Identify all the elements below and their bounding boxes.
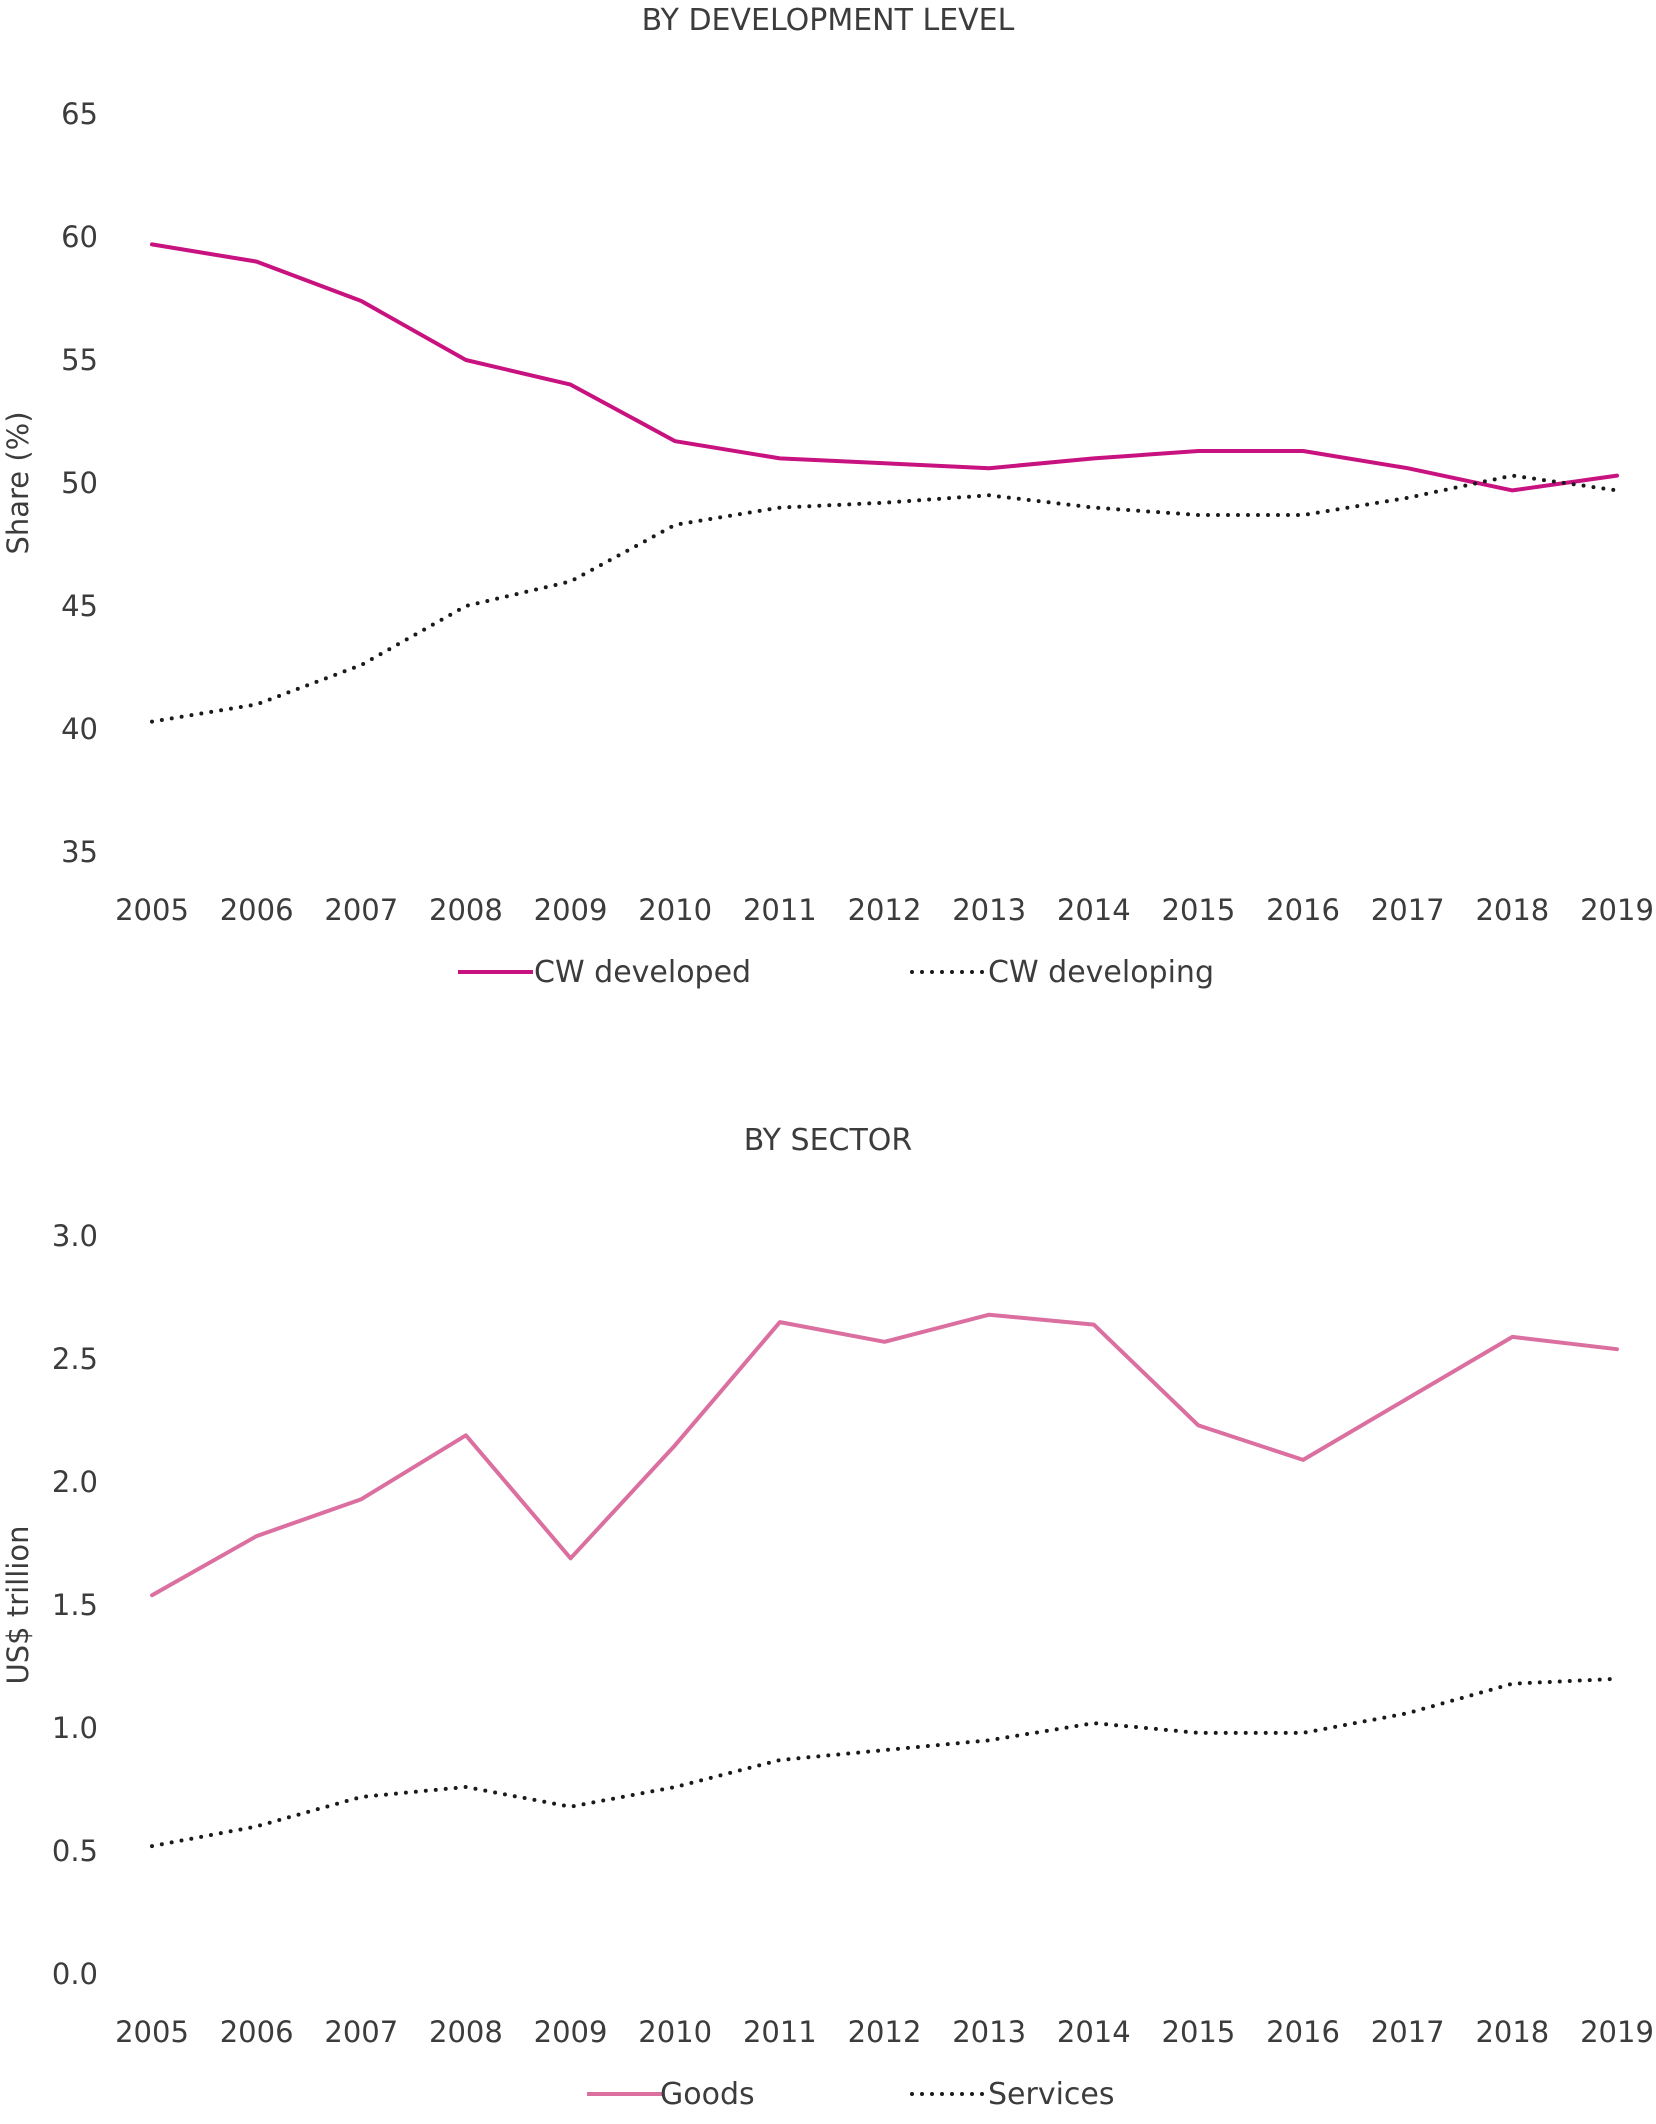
- y-tick-label: 45: [61, 589, 98, 623]
- x-tick-label: 2017: [1371, 2015, 1445, 2049]
- x-tick-label: 2012: [848, 2015, 922, 2049]
- x-tick-label: 2018: [1475, 893, 1549, 927]
- chart-panel-0: BY DEVELOPMENT LEVEL Share (%) 65 60 55 50 45 4…: [1, 3, 1654, 990]
- chart-panel-1: BY SECTOR US$ trillion 3.0 2.5 2.0 1.5 1.0 0.5 0…: [1, 1123, 1654, 2112]
- series-line-primary: [150, 1312, 1619, 1598]
- x-tick-label: 2017: [1371, 893, 1445, 927]
- y-tick-label: 65: [61, 97, 98, 131]
- x-tick-label: 2011: [743, 2015, 817, 2049]
- y-tick-label: 2.5: [52, 1342, 98, 1376]
- x-tick-label: 2008: [429, 893, 503, 927]
- y-tick-label: 3.0: [52, 1219, 98, 1253]
- x-tick-label: 2009: [534, 893, 608, 927]
- x-tick-label: 2019: [1580, 893, 1654, 927]
- y-tick-label: 2.0: [52, 1465, 98, 1499]
- y-tick-label: 0.0: [52, 1957, 98, 1991]
- x-tick-label: 2011: [743, 893, 817, 927]
- x-tick-label: 2005: [115, 2015, 189, 2049]
- x-tick-label: 2016: [1266, 893, 1340, 927]
- x-tick-label: 2016: [1266, 2015, 1340, 2049]
- x-tick-label: 2010: [638, 893, 712, 927]
- y-tick-label: 55: [61, 343, 98, 377]
- y-tick-label: 1.0: [52, 1711, 98, 1745]
- y-axis-label: Share (%): [1, 411, 35, 554]
- x-tick-label: 2009: [534, 2015, 608, 2049]
- y-axis-label: US$ trillion: [1, 1526, 35, 1685]
- x-tick-label: 2015: [1162, 2015, 1236, 2049]
- series-line-primary: [150, 242, 1619, 493]
- x-tick-label: 2005: [115, 893, 189, 927]
- x-tick-label: 2019: [1580, 2015, 1654, 2049]
- legend-label: Goods: [660, 2077, 755, 2112]
- x-tick-label: 2013: [952, 893, 1026, 927]
- y-tick-label: 35: [61, 835, 98, 869]
- x-tick-label: 2010: [638, 2015, 712, 2049]
- series-line-secondary: [150, 1676, 1619, 1849]
- x-tick-label: 2008: [429, 2015, 503, 2049]
- x-tick-label: 2014: [1057, 893, 1131, 927]
- x-tick-label: 2006: [220, 893, 294, 927]
- x-tick-label: 2013: [952, 2015, 1026, 2049]
- series-line-secondary: [150, 473, 1619, 724]
- y-tick-label: 60: [61, 220, 98, 254]
- y-tick-label: 50: [61, 466, 98, 500]
- legend-label: Services: [988, 2077, 1115, 2112]
- legend-label: CW developed: [534, 955, 751, 990]
- y-tick-label: 0.5: [52, 1834, 98, 1868]
- x-tick-label: 2007: [324, 2015, 398, 2049]
- x-tick-label: 2018: [1475, 2015, 1549, 2049]
- y-tick-label: 1.5: [52, 1588, 98, 1622]
- chart-title: BY SECTOR: [744, 1123, 913, 1158]
- x-tick-label: 2012: [848, 893, 922, 927]
- y-tick-label: 40: [61, 712, 98, 746]
- x-tick-label: 2015: [1162, 893, 1236, 927]
- legend-label: CW developing: [988, 955, 1214, 990]
- chart-title: BY DEVELOPMENT LEVEL: [642, 3, 1015, 38]
- x-tick-label: 2007: [324, 893, 398, 927]
- x-tick-label: 2014: [1057, 2015, 1131, 2049]
- x-tick-label: 2006: [220, 2015, 294, 2049]
